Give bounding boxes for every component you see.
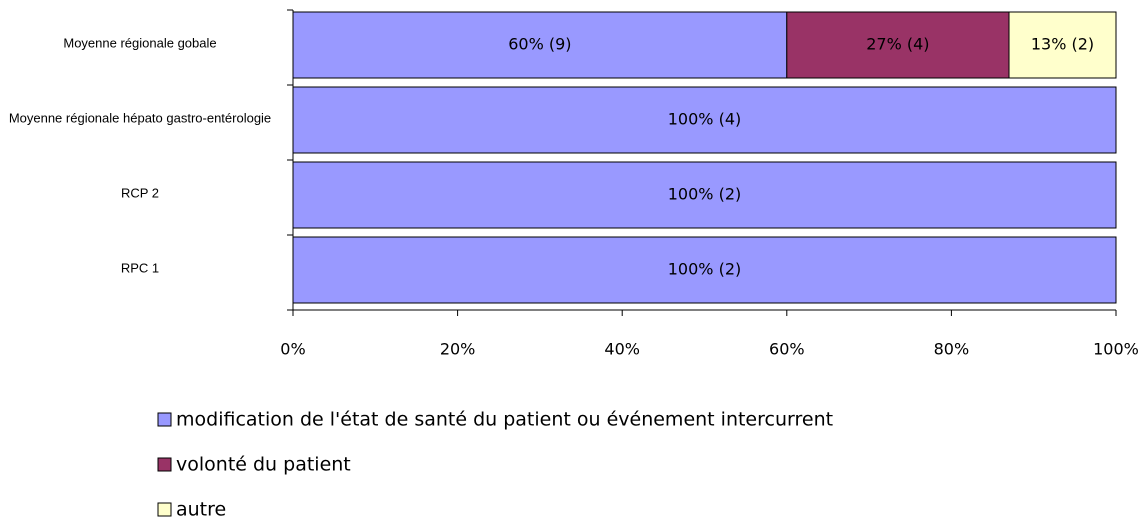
bar-segment xyxy=(292,86,1117,154)
x-tick-label: 100% xyxy=(1093,340,1139,359)
x-tick-label: 60% xyxy=(769,340,805,359)
bar-segment xyxy=(786,11,1010,79)
bar-segment xyxy=(292,11,788,79)
value-label: 100% (2) xyxy=(668,185,742,204)
bar-segment xyxy=(292,236,1117,304)
legend-swatch xyxy=(157,457,172,472)
value-label: 27% (4) xyxy=(866,35,929,54)
x-tick-label: 80% xyxy=(934,340,970,359)
x-tick-label: 0% xyxy=(280,340,305,359)
legend-label: autre xyxy=(176,499,226,521)
value-label: 60% (9) xyxy=(508,35,571,54)
category-label: Moyenne régionale hépato gastro-entérolo… xyxy=(8,110,272,125)
bar-segment xyxy=(292,161,1117,229)
category-label: RPC 1 xyxy=(120,260,160,275)
legend-swatch xyxy=(157,412,172,427)
value-label: 100% (4) xyxy=(668,110,742,129)
x-tick-label: 20% xyxy=(440,340,476,359)
value-label: 100% (2) xyxy=(668,260,742,279)
x-tick-label: 40% xyxy=(604,340,640,359)
category-label: Moyenne régionale gobale xyxy=(63,35,217,50)
legend-swatch xyxy=(157,502,172,517)
legend-label: modification de l'état de santé du patie… xyxy=(176,409,833,431)
bar-segment xyxy=(1008,11,1117,79)
category-label: RCP 2 xyxy=(120,185,160,200)
value-label: 13% (2) xyxy=(1031,35,1094,54)
legend-label: volonté du patient xyxy=(176,454,351,476)
